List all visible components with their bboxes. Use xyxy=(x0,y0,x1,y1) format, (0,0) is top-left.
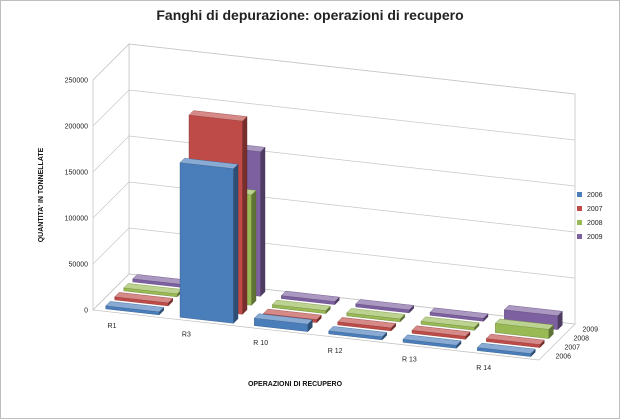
bar-2006-R12 xyxy=(328,326,388,341)
chart-walls xyxy=(92,43,576,361)
gridline xyxy=(92,181,576,233)
bar-2007-R14 xyxy=(485,333,545,349)
y-axis-ticks: 0 50000 100000 150000 200000 250000 xyxy=(65,78,88,315)
bar-2008-R12 xyxy=(346,308,406,323)
bar-2006-R3 xyxy=(179,157,239,324)
x-tick-label: R 10 xyxy=(253,340,268,347)
x-tick-label: R 13 xyxy=(402,357,417,364)
y-tick-label: 200000 xyxy=(65,124,88,131)
side-wall xyxy=(92,43,130,311)
legend-swatch xyxy=(577,234,582,239)
bar-2008-R10 xyxy=(271,299,331,315)
legend-label: 2007 xyxy=(587,206,603,213)
x-tick-label: R3 xyxy=(182,332,191,339)
legend-label: 2006 xyxy=(587,192,603,199)
x-tick-label: R1 xyxy=(108,323,117,330)
bar-2009-R12 xyxy=(355,299,415,314)
bar-2008-R14 xyxy=(494,318,554,340)
bar-2006-R13 xyxy=(402,334,462,349)
y-tick-label: 150000 xyxy=(65,170,88,177)
legend-label: 2009 xyxy=(587,234,603,241)
depth-tick-label: 2008 xyxy=(574,336,590,343)
gridline xyxy=(92,43,576,95)
depth-tick-label: 2006 xyxy=(556,354,572,361)
bar-2006-R10 xyxy=(253,313,313,333)
bar-2007-R13 xyxy=(411,325,471,340)
x-axis-ticks: R1 R3 R 10 R 12 R 13 R 14 xyxy=(108,323,492,372)
legend-label: 2008 xyxy=(587,220,603,227)
legend-swatch xyxy=(577,220,582,225)
bar-2008-R13 xyxy=(420,316,480,331)
bar-2006-R1 xyxy=(105,301,165,316)
bar-2007-R1 xyxy=(114,292,174,307)
x-axis-title: OPERAZIONI DI RECUPERO xyxy=(248,381,343,388)
y-tick-label: 50000 xyxy=(69,262,89,269)
gridline xyxy=(92,273,576,325)
gridlines xyxy=(92,43,576,325)
legend: 2006 2007 2008 2009 xyxy=(577,192,603,241)
x-tick-label: R 12 xyxy=(328,348,343,355)
legend-swatch xyxy=(577,206,582,211)
bar-2009-R10 xyxy=(280,290,340,306)
gridline xyxy=(92,135,576,187)
gridline xyxy=(92,227,576,279)
y-axis-title: QUANTITA' IN TONNELLATE xyxy=(38,147,45,242)
y-tick-label: 0 xyxy=(84,308,88,315)
y-tick-label: 100000 xyxy=(65,216,88,223)
bar-2006-R14 xyxy=(476,342,536,358)
x-tick-label: R 14 xyxy=(476,365,491,372)
chart-bars xyxy=(105,110,563,358)
chart-title: Fanghi di depurazione: operazioni di rec… xyxy=(156,7,463,23)
depth-axis-ticks: 2006 2007 2008 2009 xyxy=(556,327,599,361)
depth-tick-label: 2009 xyxy=(583,327,599,334)
depth-tick-label: 2007 xyxy=(565,345,581,352)
y-tick-label: 250000 xyxy=(65,78,88,85)
bar-2009-R13 xyxy=(429,307,489,322)
gridline xyxy=(92,89,576,141)
legend-swatch xyxy=(577,192,582,197)
bar-2007-R12 xyxy=(337,317,397,332)
